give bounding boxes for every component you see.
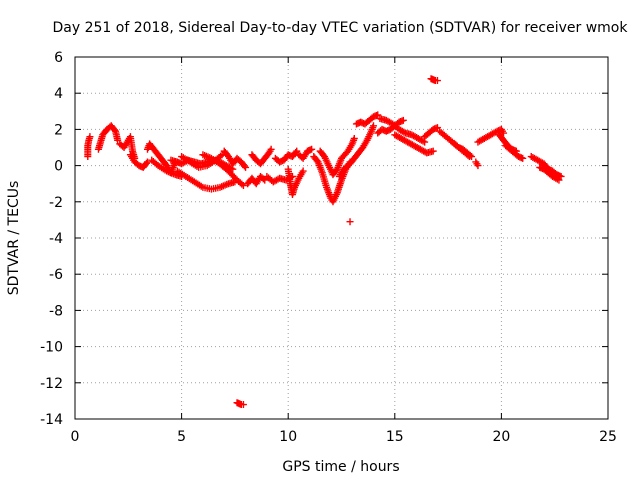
x-tick-label: 5 (177, 429, 186, 445)
data-point (110, 126, 118, 134)
y-axis-label: SDTVAR / TECUs (6, 181, 22, 296)
data-point (553, 175, 561, 183)
data-point (293, 147, 301, 155)
plot-frame (74, 56, 609, 420)
y-tick-label: -8 (49, 303, 63, 319)
data-point (429, 147, 437, 155)
y-tick-label: -6 (49, 267, 63, 283)
data-point (240, 162, 248, 170)
data-point (238, 180, 246, 188)
data-point (143, 158, 151, 166)
data-point (519, 154, 527, 162)
axis-ticks (74, 56, 609, 420)
y-tick-label: 2 (54, 122, 63, 138)
data-point (114, 136, 122, 144)
y-tick-labels: -14 -12 -10 -8 -6 -4 -2 0 2 4 6 (40, 50, 63, 428)
data-points (84, 75, 565, 409)
data-point (299, 167, 307, 175)
chart-title: Day 251 of 2018, Sidereal Day-to-day VTE… (53, 20, 629, 36)
data-point (259, 175, 267, 183)
data-point (261, 176, 269, 184)
data-point (433, 124, 441, 132)
x-axis-label: GPS time / hours (282, 459, 399, 475)
data-point (239, 401, 247, 409)
grid (75, 57, 608, 419)
y-tick-label: -14 (40, 412, 63, 428)
data-point (433, 77, 441, 85)
data-point (239, 182, 247, 190)
x-tick-label: 25 (599, 429, 617, 445)
y-tick-label: 0 (54, 159, 63, 175)
y-tick-label: 4 (54, 86, 63, 102)
y-tick-label: -4 (49, 231, 63, 247)
data-point (555, 176, 563, 184)
data-point (474, 162, 482, 170)
x-tick-label: 0 (71, 429, 80, 445)
data-point (399, 116, 407, 124)
y-tick-label: -12 (40, 376, 63, 392)
data-point (267, 145, 275, 153)
data-point (466, 151, 474, 159)
data-point (242, 163, 250, 171)
x-tick-label: 15 (386, 429, 404, 445)
data-point (86, 133, 94, 141)
x-tick-label: 10 (279, 429, 297, 445)
data-point (468, 153, 476, 161)
data-point (369, 122, 377, 130)
data-point (419, 137, 427, 145)
data-point (557, 172, 565, 180)
y-tick-label: 6 (54, 50, 63, 66)
data-point (500, 129, 508, 137)
data-point (217, 152, 225, 160)
y-tick-label: -10 (40, 340, 63, 356)
x-tick-labels: 0 5 10 15 20 25 (71, 429, 617, 445)
x-tick-label: 20 (492, 429, 510, 445)
y-tick-label: -2 (49, 195, 63, 211)
data-point (350, 134, 358, 142)
data-point (308, 145, 316, 153)
data-point (374, 111, 382, 119)
data-point (346, 218, 354, 226)
data-point (400, 128, 408, 136)
data-point (142, 159, 150, 167)
